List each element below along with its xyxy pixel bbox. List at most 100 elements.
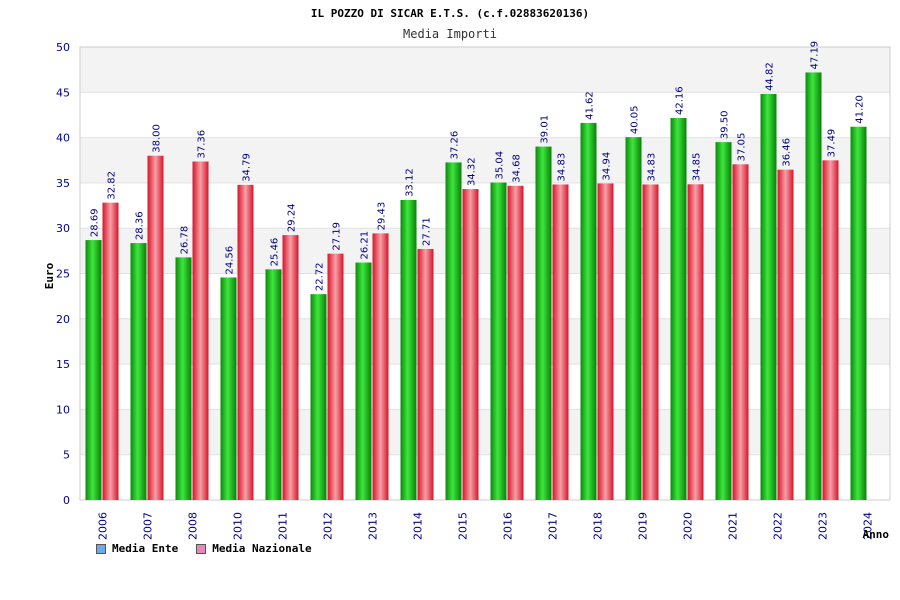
bar-media-nazionale — [822, 160, 839, 500]
y-tick-label: 30 — [56, 222, 70, 235]
y-tick-label: 35 — [56, 177, 70, 190]
data-label-media-ente: 39.01 — [540, 115, 551, 144]
bar-media-ente — [625, 137, 642, 500]
bar-media-ente — [490, 182, 507, 500]
bar-media-ente — [400, 199, 417, 500]
bar-media-nazionale — [192, 161, 209, 500]
bar-media-nazionale — [282, 235, 299, 500]
bar-media-ente — [310, 294, 327, 500]
x-tick-label: 2019 — [637, 512, 650, 540]
data-label-media-nazionale: 36.46 — [782, 138, 793, 167]
y-tick-label: 5 — [63, 449, 70, 462]
chart-legend: Media Ente Media Nazionale — [96, 542, 312, 555]
x-tick-label: 2023 — [817, 512, 830, 540]
bar-media-ente — [805, 72, 822, 500]
y-axis-label: Euro — [43, 262, 56, 289]
legend-swatch-ente — [96, 543, 106, 554]
data-label-media-nazionale: 29.43 — [377, 202, 388, 231]
data-label-media-ente: 39.50 — [720, 110, 731, 139]
data-label-media-ente: 24.56 — [225, 246, 236, 275]
data-label-media-nazionale: 37.05 — [737, 133, 748, 162]
data-label-media-nazionale: 34.68 — [512, 154, 523, 183]
y-tick-label: 15 — [56, 358, 70, 371]
grid-band — [80, 47, 890, 93]
x-tick-label: 2015 — [457, 512, 470, 540]
grid-band — [80, 273, 890, 319]
grid-band — [80, 137, 890, 183]
bar-media-ente — [760, 93, 777, 501]
data-label-media-nazionale: 34.83 — [647, 153, 658, 182]
x-tick-label: 2021 — [727, 512, 740, 540]
x-tick-label: 2020 — [682, 512, 695, 540]
data-label-media-nazionale: 27.19 — [332, 222, 343, 251]
bar-media-ente — [850, 126, 867, 500]
bar-media-nazionale — [687, 184, 704, 500]
data-label-media-ente: 41.62 — [585, 91, 596, 120]
grid-band — [80, 364, 890, 410]
data-label-media-ente: 44.82 — [765, 62, 776, 91]
data-label-media-ente: 35.04 — [495, 151, 506, 180]
y-tick-label: 50 — [56, 41, 70, 54]
bar-media-ente — [445, 162, 462, 501]
x-tick-label: 2010 — [232, 512, 245, 540]
data-label-media-nazionale: 32.82 — [107, 171, 118, 200]
bar-media-ente — [175, 257, 192, 500]
data-label-media-ente: 28.69 — [90, 208, 101, 237]
bar-media-ente — [535, 146, 552, 500]
data-label-media-ente: 22.72 — [315, 263, 326, 292]
data-label-media-ente: 33.12 — [405, 168, 416, 197]
y-tick-label: 45 — [56, 86, 70, 99]
bar-media-nazionale — [417, 248, 434, 500]
x-axis-label: Anno — [863, 528, 890, 541]
x-tick-label: 2017 — [547, 512, 560, 540]
bar-media-ente — [220, 277, 237, 500]
data-label-media-ente: 37.26 — [450, 131, 461, 160]
y-tick-label: 10 — [56, 403, 70, 416]
bar-media-ente — [355, 262, 372, 500]
x-tick-label: 2016 — [502, 512, 515, 540]
bar-media-ente — [265, 269, 282, 500]
bar-media-nazionale — [147, 155, 164, 500]
data-label-media-ente: 42.16 — [675, 86, 686, 115]
data-label-media-ente: 41.20 — [855, 95, 866, 124]
x-tick-label: 2012 — [322, 512, 335, 540]
grid-band — [80, 92, 890, 138]
data-label-media-ente: 40.05 — [630, 106, 641, 135]
data-label-media-nazionale: 37.49 — [827, 129, 838, 158]
chart-title: IL POZZO DI SICAR E.T.S. (c.f.0288362013… — [311, 7, 589, 20]
x-tick-label: 2008 — [187, 512, 200, 540]
legend-item-nazionale: Media Nazionale — [196, 542, 312, 555]
data-label-media-nazionale: 29.24 — [287, 203, 298, 232]
bar-media-nazionale — [777, 169, 794, 500]
data-label-media-ente: 25.46 — [270, 238, 281, 267]
y-tick-label: 0 — [63, 494, 70, 507]
bar-media-nazionale — [327, 253, 344, 500]
bar-media-nazionale — [462, 189, 479, 501]
bar-media-ente — [670, 118, 687, 501]
bar-media-nazionale — [372, 233, 389, 500]
bar-media-nazionale — [507, 185, 524, 500]
data-label-media-nazionale: 34.85 — [692, 153, 703, 182]
bar-media-nazionale — [552, 184, 569, 501]
bar-media-nazionale — [102, 202, 119, 500]
legend-label-ente: Media Ente — [112, 542, 179, 555]
x-tick-label: 2018 — [592, 512, 605, 540]
x-tick-label: 2013 — [367, 512, 380, 540]
y-tick-label: 25 — [56, 268, 70, 281]
bar-media-nazionale — [597, 183, 614, 500]
bar-media-ente — [580, 122, 597, 501]
grid-band — [80, 454, 890, 500]
data-label-media-nazionale: 37.36 — [197, 130, 208, 159]
x-tick-label: 2014 — [412, 512, 425, 540]
grid-band — [80, 228, 890, 274]
data-label-media-nazionale: 34.83 — [557, 153, 568, 182]
bar-media-nazionale — [642, 184, 659, 501]
y-tick-label: 40 — [56, 132, 70, 145]
chart-subtitle: Media Importi — [403, 27, 497, 41]
data-label-media-nazionale: 38.00 — [152, 124, 163, 153]
legend-item-ente: Media Ente — [96, 542, 178, 555]
data-label-media-nazionale: 34.32 — [467, 157, 478, 186]
data-label-media-ente: 26.78 — [180, 226, 191, 255]
grid-band — [80, 182, 890, 229]
